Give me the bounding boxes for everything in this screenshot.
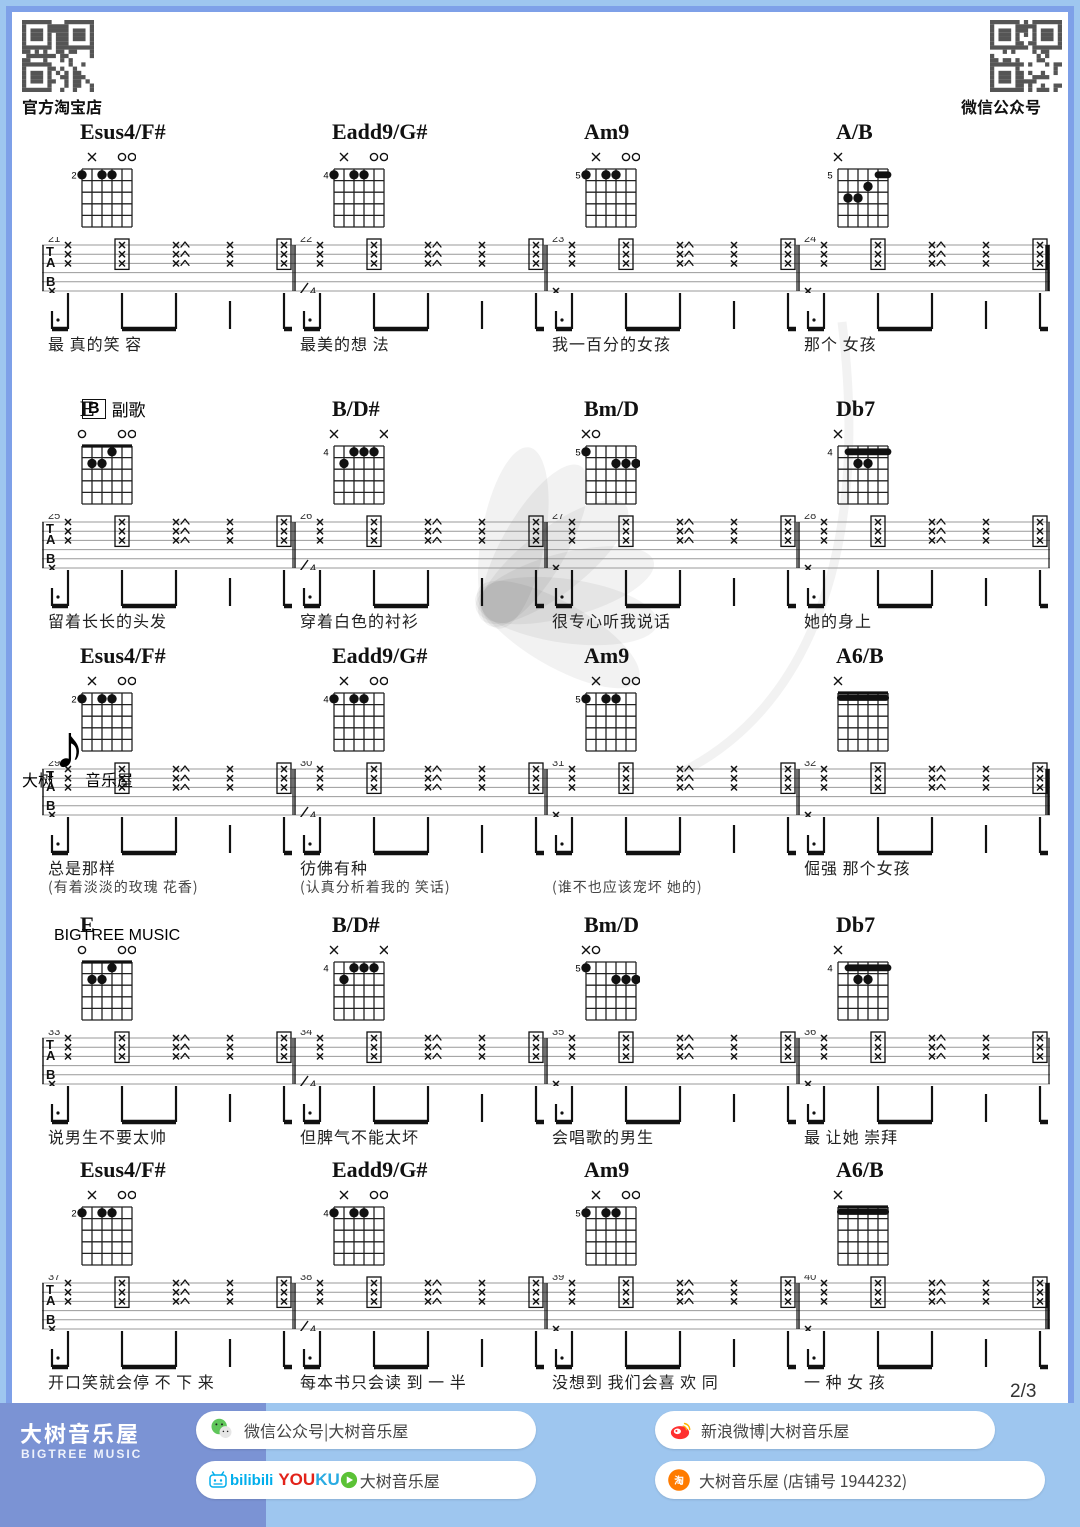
svg-text:淘: 淘 xyxy=(674,1475,684,1487)
